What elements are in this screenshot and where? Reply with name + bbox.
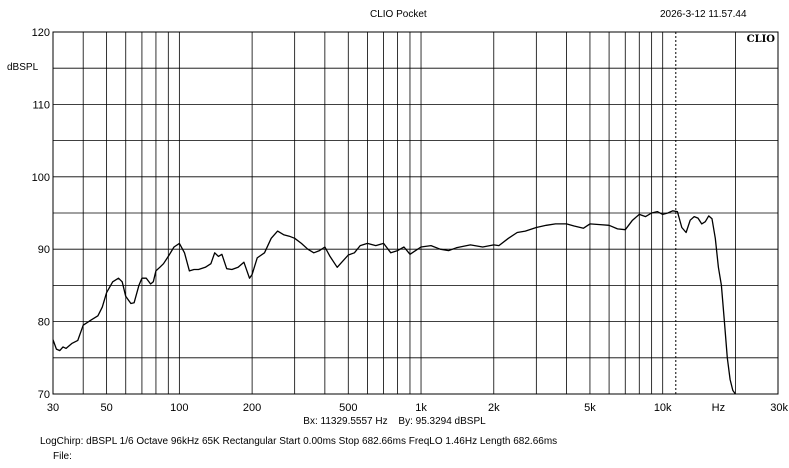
- measurement-parameters: LogChirp: dBSPL 1/6 Octave 96kHz 65K Rec…: [40, 436, 558, 447]
- x-tick-label: 2k: [488, 402, 500, 414]
- x-tick-label: 100: [170, 402, 188, 414]
- x-axis-unit-label: Hz: [712, 402, 725, 414]
- file-label: File:: [53, 451, 72, 462]
- plot-frame: [52, 31, 779, 395]
- x-tick-label: 30: [47, 402, 59, 414]
- horizontal-grid: [53, 67, 778, 359]
- x-tick-labels: 30 50 100 200 500 1k 2k 5k 10k 30k: [47, 402, 789, 414]
- y-tick-labels: 70 80 90 100 110 120: [32, 27, 50, 401]
- y-tick-label: 110: [32, 99, 50, 111]
- x-tick-label: 30k: [770, 402, 788, 414]
- cursor-readout: Bx: 11329.5557 Hz By: 95.3294 dBSPL: [0, 416, 789, 427]
- cursor-bx: Bx: 11329.5557 Hz: [303, 416, 388, 427]
- y-tick-label: 70: [38, 389, 50, 401]
- clio-logo: CLIO: [747, 34, 776, 45]
- cursor-by: By: 95.3294 dBSPL: [398, 416, 486, 427]
- x-tick-label: 500: [339, 402, 357, 414]
- series-line-0: [52, 210, 736, 395]
- y-tick-label: 120: [32, 27, 50, 39]
- x-tick-label: 1k: [415, 402, 427, 414]
- y-axis-label: dBSPL: [7, 62, 39, 73]
- y-tick-label: 80: [38, 317, 50, 329]
- app-title: CLIO Pocket: [370, 9, 427, 20]
- timestamp: 2026-3-12 11.57.44: [660, 9, 747, 20]
- y-tick-label: 100: [32, 172, 50, 184]
- series-layer: [52, 210, 736, 395]
- y-tick-label: 90: [38, 244, 50, 256]
- x-tick-label: 200: [243, 402, 261, 414]
- x-tick-label: 5k: [584, 402, 596, 414]
- x-tick-label: 50: [100, 402, 112, 414]
- x-tick-label: 10k: [654, 402, 672, 414]
